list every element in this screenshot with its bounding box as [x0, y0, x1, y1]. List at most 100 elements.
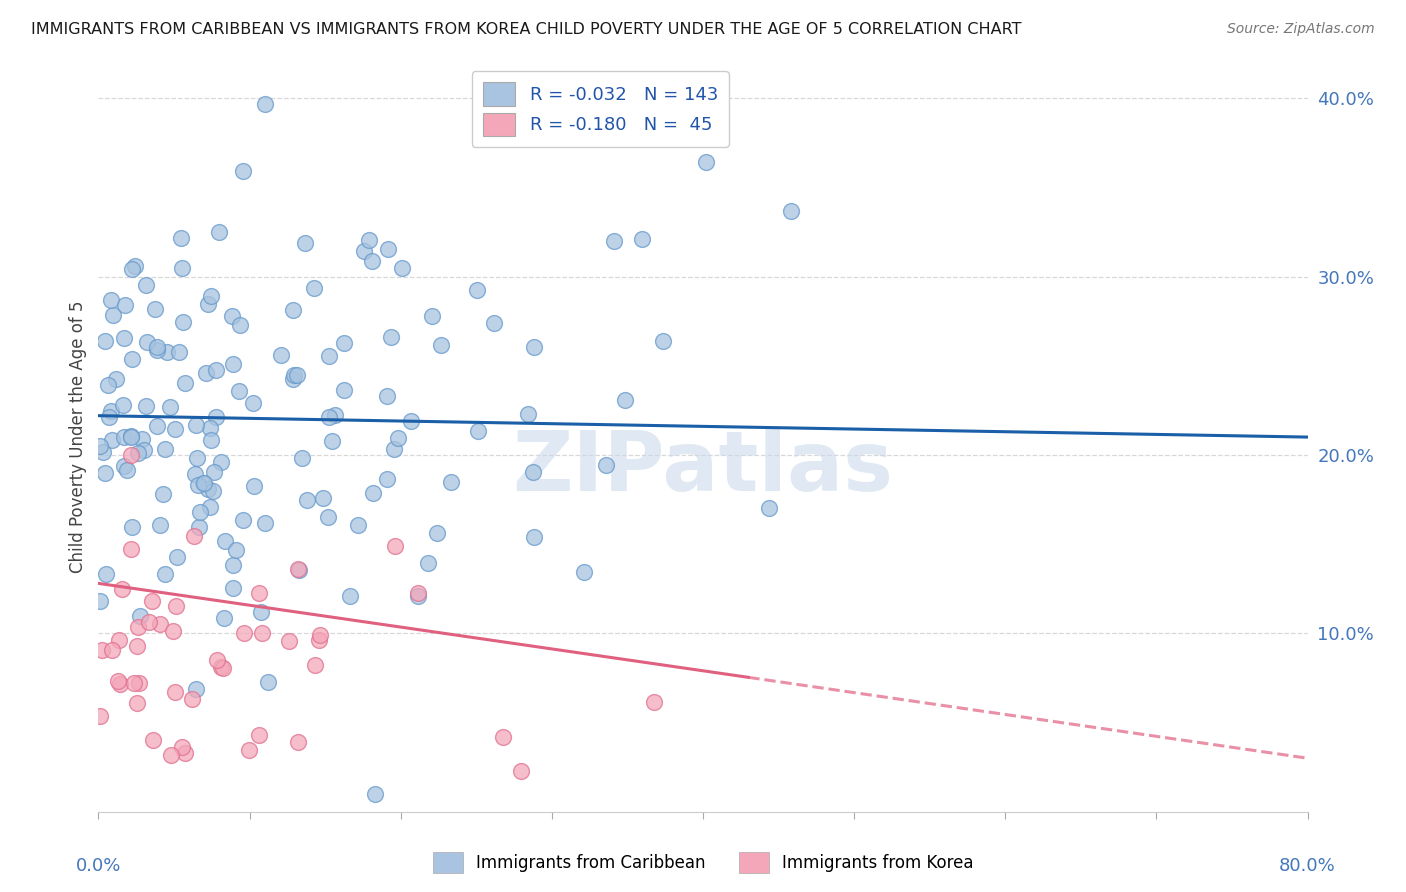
- Point: [184, 467, 207, 481]
- Point: [695, 155, 717, 169]
- Point: [165, 599, 187, 614]
- Point: [181, 691, 204, 706]
- Point: [186, 451, 208, 466]
- Point: [222, 558, 245, 572]
- Point: [377, 242, 399, 256]
- Point: [121, 262, 143, 277]
- Point: [162, 624, 184, 639]
- Point: [294, 235, 316, 250]
- Point: [191, 476, 214, 491]
- Point: [357, 233, 380, 247]
- Point: [339, 589, 361, 603]
- Point: [107, 673, 129, 688]
- Point: [382, 442, 405, 457]
- Point: [399, 413, 422, 427]
- Text: 0.0%: 0.0%: [76, 856, 121, 875]
- Point: [207, 652, 229, 666]
- Point: [204, 362, 226, 376]
- Point: [197, 482, 219, 496]
- Point: [212, 611, 235, 625]
- Point: [100, 404, 122, 418]
- Point: [758, 500, 780, 515]
- Point: [651, 334, 673, 348]
- Point: [170, 230, 193, 244]
- Point: [131, 432, 153, 446]
- Point: [172, 315, 194, 329]
- Point: [277, 633, 299, 648]
- Point: [149, 617, 172, 632]
- Point: [221, 581, 243, 595]
- Point: [353, 244, 375, 258]
- Point: [283, 368, 305, 382]
- Point: [361, 485, 384, 500]
- Point: [183, 529, 205, 543]
- Point: [253, 516, 276, 531]
- Point: [250, 605, 273, 619]
- Point: [127, 620, 149, 634]
- Point: [285, 368, 308, 382]
- Point: [200, 289, 222, 303]
- Point: [89, 708, 111, 723]
- Point: [221, 309, 243, 323]
- Point: [304, 281, 326, 295]
- Point: [197, 297, 219, 311]
- Point: [101, 433, 124, 447]
- Point: [149, 517, 172, 532]
- Point: [163, 422, 186, 436]
- Point: [200, 434, 222, 448]
- Point: [111, 582, 134, 596]
- Point: [94, 467, 117, 481]
- Point: [467, 424, 489, 438]
- Point: [184, 417, 207, 432]
- Point: [440, 475, 463, 489]
- Point: [422, 309, 444, 323]
- Point: [100, 293, 122, 308]
- Point: [209, 455, 232, 469]
- Legend: Immigrants from Caribbean, Immigrants from Korea: Immigrants from Caribbean, Immigrants fr…: [426, 846, 980, 880]
- Point: [643, 695, 665, 709]
- Point: [346, 518, 368, 533]
- Point: [101, 642, 124, 657]
- Point: [112, 430, 135, 444]
- Point: [200, 500, 222, 514]
- Point: [308, 633, 330, 648]
- Text: 80.0%: 80.0%: [1279, 856, 1336, 875]
- Point: [167, 345, 190, 359]
- Point: [155, 567, 177, 582]
- Point: [201, 483, 224, 498]
- Point: [89, 593, 111, 607]
- Point: [242, 479, 264, 493]
- Legend: R = -0.032   N = 143, R = -0.180   N =  45: R = -0.032 N = 143, R = -0.180 N = 45: [472, 71, 728, 147]
- Point: [287, 735, 309, 749]
- Point: [426, 525, 449, 540]
- Point: [159, 400, 181, 414]
- Point: [304, 658, 326, 673]
- Text: ZIPatlas: ZIPatlas: [513, 426, 893, 508]
- Point: [321, 434, 343, 449]
- Point: [146, 419, 169, 434]
- Point: [232, 625, 254, 640]
- Point: [127, 639, 149, 653]
- Point: [391, 260, 413, 275]
- Point: [295, 492, 318, 507]
- Point: [117, 463, 139, 477]
- Point: [112, 459, 135, 474]
- Point: [208, 225, 231, 239]
- Point: [212, 661, 235, 675]
- Point: [120, 448, 142, 462]
- Point: [613, 393, 636, 408]
- Point: [198, 421, 221, 435]
- Point: [128, 675, 150, 690]
- Point: [375, 389, 398, 403]
- Point: [291, 450, 314, 465]
- Point: [384, 539, 406, 553]
- Point: [281, 302, 304, 317]
- Point: [523, 530, 546, 544]
- Point: [141, 594, 163, 608]
- Point: [311, 491, 333, 505]
- Point: [146, 343, 169, 357]
- Point: [166, 549, 188, 564]
- Point: [135, 400, 157, 414]
- Point: [195, 367, 218, 381]
- Point: [127, 446, 149, 460]
